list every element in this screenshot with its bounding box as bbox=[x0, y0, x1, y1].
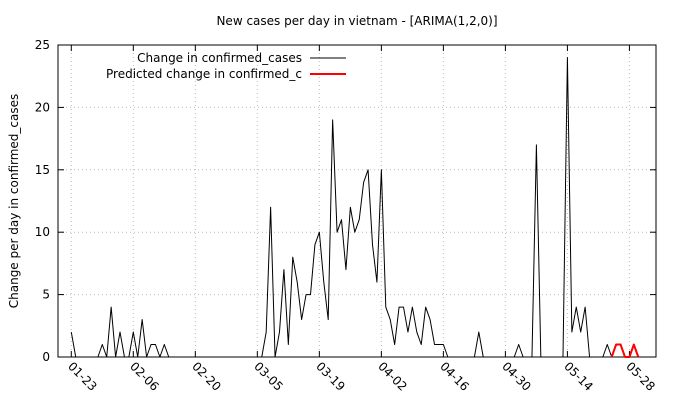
y-tick-label: 5 bbox=[42, 288, 50, 302]
y-tick-label: 20 bbox=[35, 100, 50, 114]
series-line bbox=[70, 56, 613, 358]
legend-label: Predicted change in confirmed_c bbox=[106, 67, 302, 81]
legend-label: Change in confirmed_cases bbox=[137, 51, 302, 65]
y-tick-label: 0 bbox=[42, 350, 50, 364]
y-axis-label: Change per day in confirmed_cases bbox=[7, 94, 21, 309]
series-line bbox=[610, 343, 640, 358]
chart-title: New cases per day in vietnam - [ARIMA(1,… bbox=[216, 14, 497, 28]
plot-frame bbox=[57, 44, 657, 358]
y-tick-label: 15 bbox=[35, 163, 50, 177]
y-tick-label: 25 bbox=[35, 38, 50, 52]
y-tick-label: 10 bbox=[35, 225, 50, 239]
